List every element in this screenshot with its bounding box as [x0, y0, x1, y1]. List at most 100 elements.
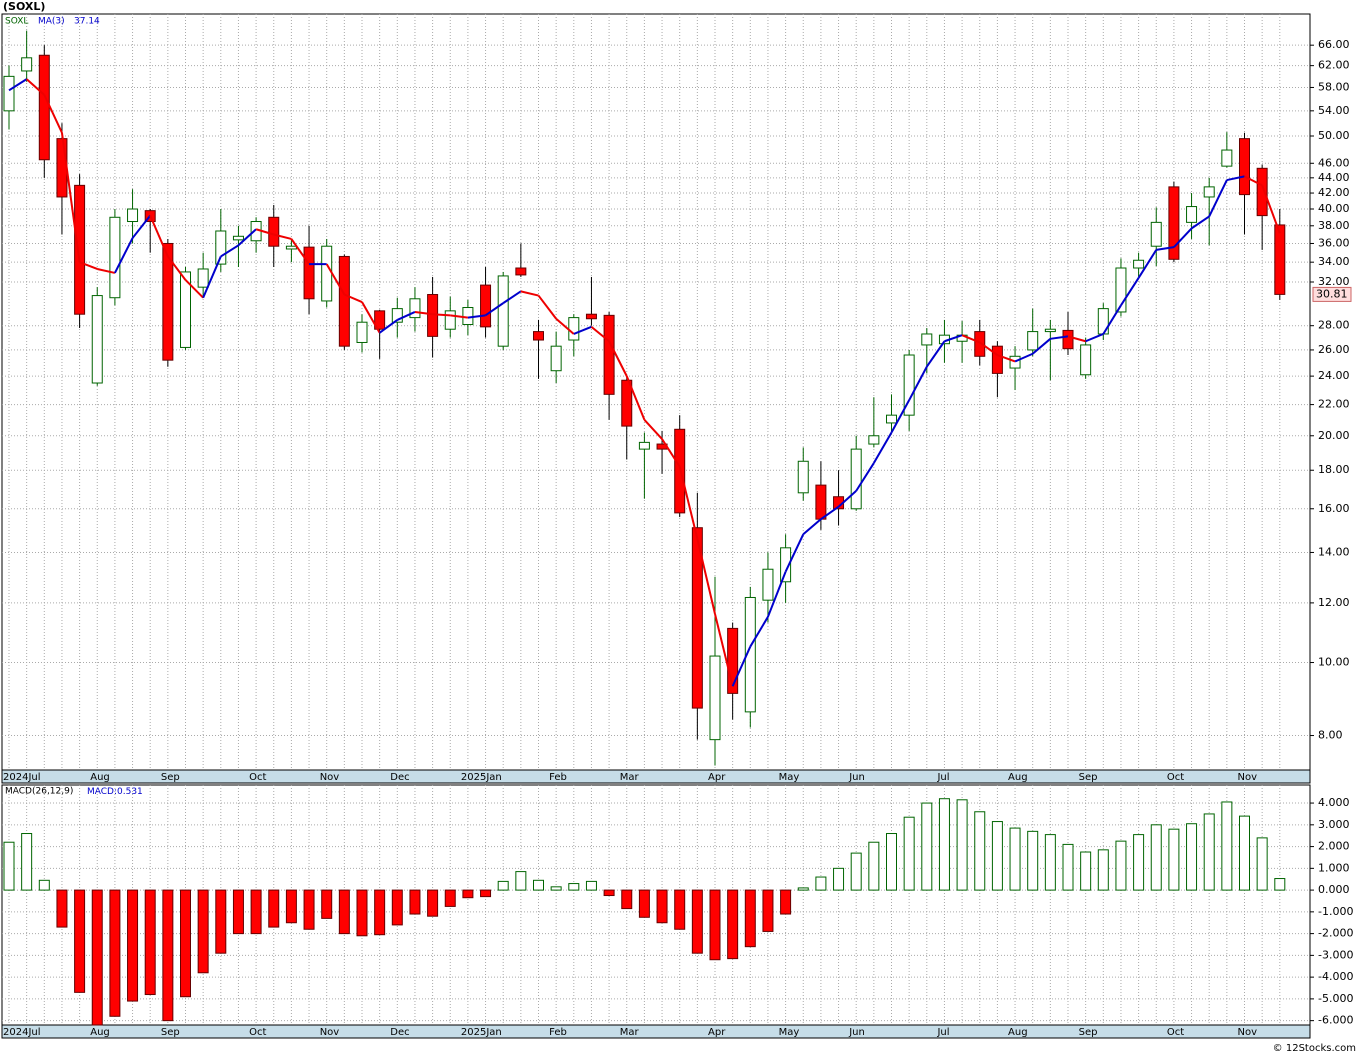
macd-bar — [1203, 813, 1215, 891]
x-tick-label: Mar — [620, 772, 640, 783]
ma-segment — [273, 233, 292, 240]
ma-segment — [1085, 333, 1104, 343]
macd-bar — [921, 802, 933, 891]
candle-body — [533, 331, 544, 341]
ma-segment — [379, 319, 398, 334]
ma-segment — [97, 268, 116, 274]
candle-body — [674, 428, 686, 514]
macd-bar — [338, 889, 350, 935]
ma-segment — [925, 340, 946, 368]
candle-body — [1221, 149, 1233, 167]
y-tick-label: 3.000 — [1318, 818, 1350, 831]
ma-segment — [944, 334, 963, 343]
last-price-box — [1312, 286, 1352, 302]
y-tick-label: 12.00 — [1318, 596, 1350, 609]
macd-bar — [1186, 823, 1198, 891]
ma-segment — [1190, 215, 1210, 230]
y-tick-label: 62.00 — [1318, 59, 1350, 72]
candle-body — [727, 627, 739, 694]
candle-body — [585, 313, 597, 320]
y-tick-label: 14.00 — [1318, 545, 1350, 558]
ma-segment — [361, 301, 381, 334]
candle-body — [780, 547, 792, 583]
ma-segment — [184, 279, 204, 299]
ma-segment — [890, 399, 911, 433]
candle-body — [180, 271, 191, 348]
date-band — [1, 769, 1311, 784]
macd-bar — [391, 889, 403, 926]
macd-bar — [709, 889, 721, 961]
ma-segment — [1173, 227, 1193, 248]
candle-body — [1239, 138, 1250, 196]
macd-bar — [162, 889, 174, 1022]
x-tick-label: May — [779, 1027, 800, 1038]
x-tick-label: Sep — [1079, 772, 1098, 783]
x-tick-label: Dec — [390, 772, 409, 783]
macd-bar — [621, 889, 633, 910]
macd-bar — [974, 811, 986, 891]
ma-segment — [325, 263, 346, 296]
last-price-label: 30.81 — [1316, 287, 1348, 300]
candle-body — [1168, 186, 1180, 260]
macd-bar — [1062, 843, 1074, 891]
candle-body — [109, 216, 121, 299]
candle-body — [127, 208, 139, 223]
candle-body — [744, 596, 756, 713]
macd-bar — [356, 889, 368, 937]
candle-body — [550, 345, 562, 372]
candle-body — [338, 255, 350, 347]
x-tick-label: Oct — [249, 772, 266, 783]
ma-segment — [731, 646, 752, 687]
y-tick-label: -4.000 — [1318, 970, 1353, 983]
ma-segment — [678, 466, 699, 539]
candle-body — [285, 245, 297, 250]
macd-bar — [727, 889, 739, 960]
macd-bar — [180, 889, 191, 998]
legend-macd-number: 0.531 — [117, 787, 143, 797]
y-tick-label: 54.00 — [1318, 104, 1350, 117]
macd-bar — [638, 889, 650, 918]
macd-bar — [197, 889, 209, 974]
y-tick-label: 1.000 — [1318, 861, 1350, 874]
candle-body — [374, 310, 386, 330]
x-tick-label: Aug — [1008, 772, 1028, 783]
macd-bar — [38, 879, 50, 891]
y-tick-label: 32.00 — [1318, 275, 1350, 288]
ma-segment — [79, 261, 98, 270]
macd-bar — [991, 821, 1003, 891]
macd-bar — [868, 841, 880, 891]
y-tick-label: 58.00 — [1318, 80, 1350, 93]
ma-segment — [60, 132, 81, 263]
macd-bar — [850, 852, 862, 891]
macd-bar — [1168, 828, 1180, 891]
x-tick-label: Feb — [549, 772, 567, 783]
candle-body — [444, 310, 456, 330]
macd-bar — [1044, 834, 1056, 891]
ma-segment — [1226, 175, 1245, 182]
ma-segment — [1156, 246, 1175, 251]
x-tick-label: 2024Jul — [3, 772, 41, 783]
macd-bar — [585, 880, 597, 891]
x-tick-label: Sep — [161, 1027, 180, 1038]
ma-segment — [608, 340, 628, 377]
macd-bar — [74, 889, 86, 993]
ma-segment — [961, 334, 981, 344]
y-tick-label: 46.00 — [1318, 156, 1350, 169]
macd-bar — [762, 889, 774, 932]
candle-body — [1133, 259, 1145, 269]
candle-body — [603, 314, 615, 395]
ma-segment — [1208, 179, 1228, 217]
macd-bar — [886, 833, 897, 891]
y-tick-label: 36.00 — [1318, 236, 1350, 249]
macd-bar — [1097, 849, 1109, 891]
candle-body — [691, 527, 703, 709]
y-tick-label: 50.00 — [1318, 129, 1350, 142]
macd-bar — [780, 889, 792, 915]
ma-segment — [467, 314, 486, 319]
ma-segment — [414, 310, 433, 316]
ma-segment — [396, 311, 416, 321]
macd-bar — [1080, 851, 1092, 891]
macd-bar — [232, 889, 244, 935]
macd-bar — [815, 876, 827, 891]
